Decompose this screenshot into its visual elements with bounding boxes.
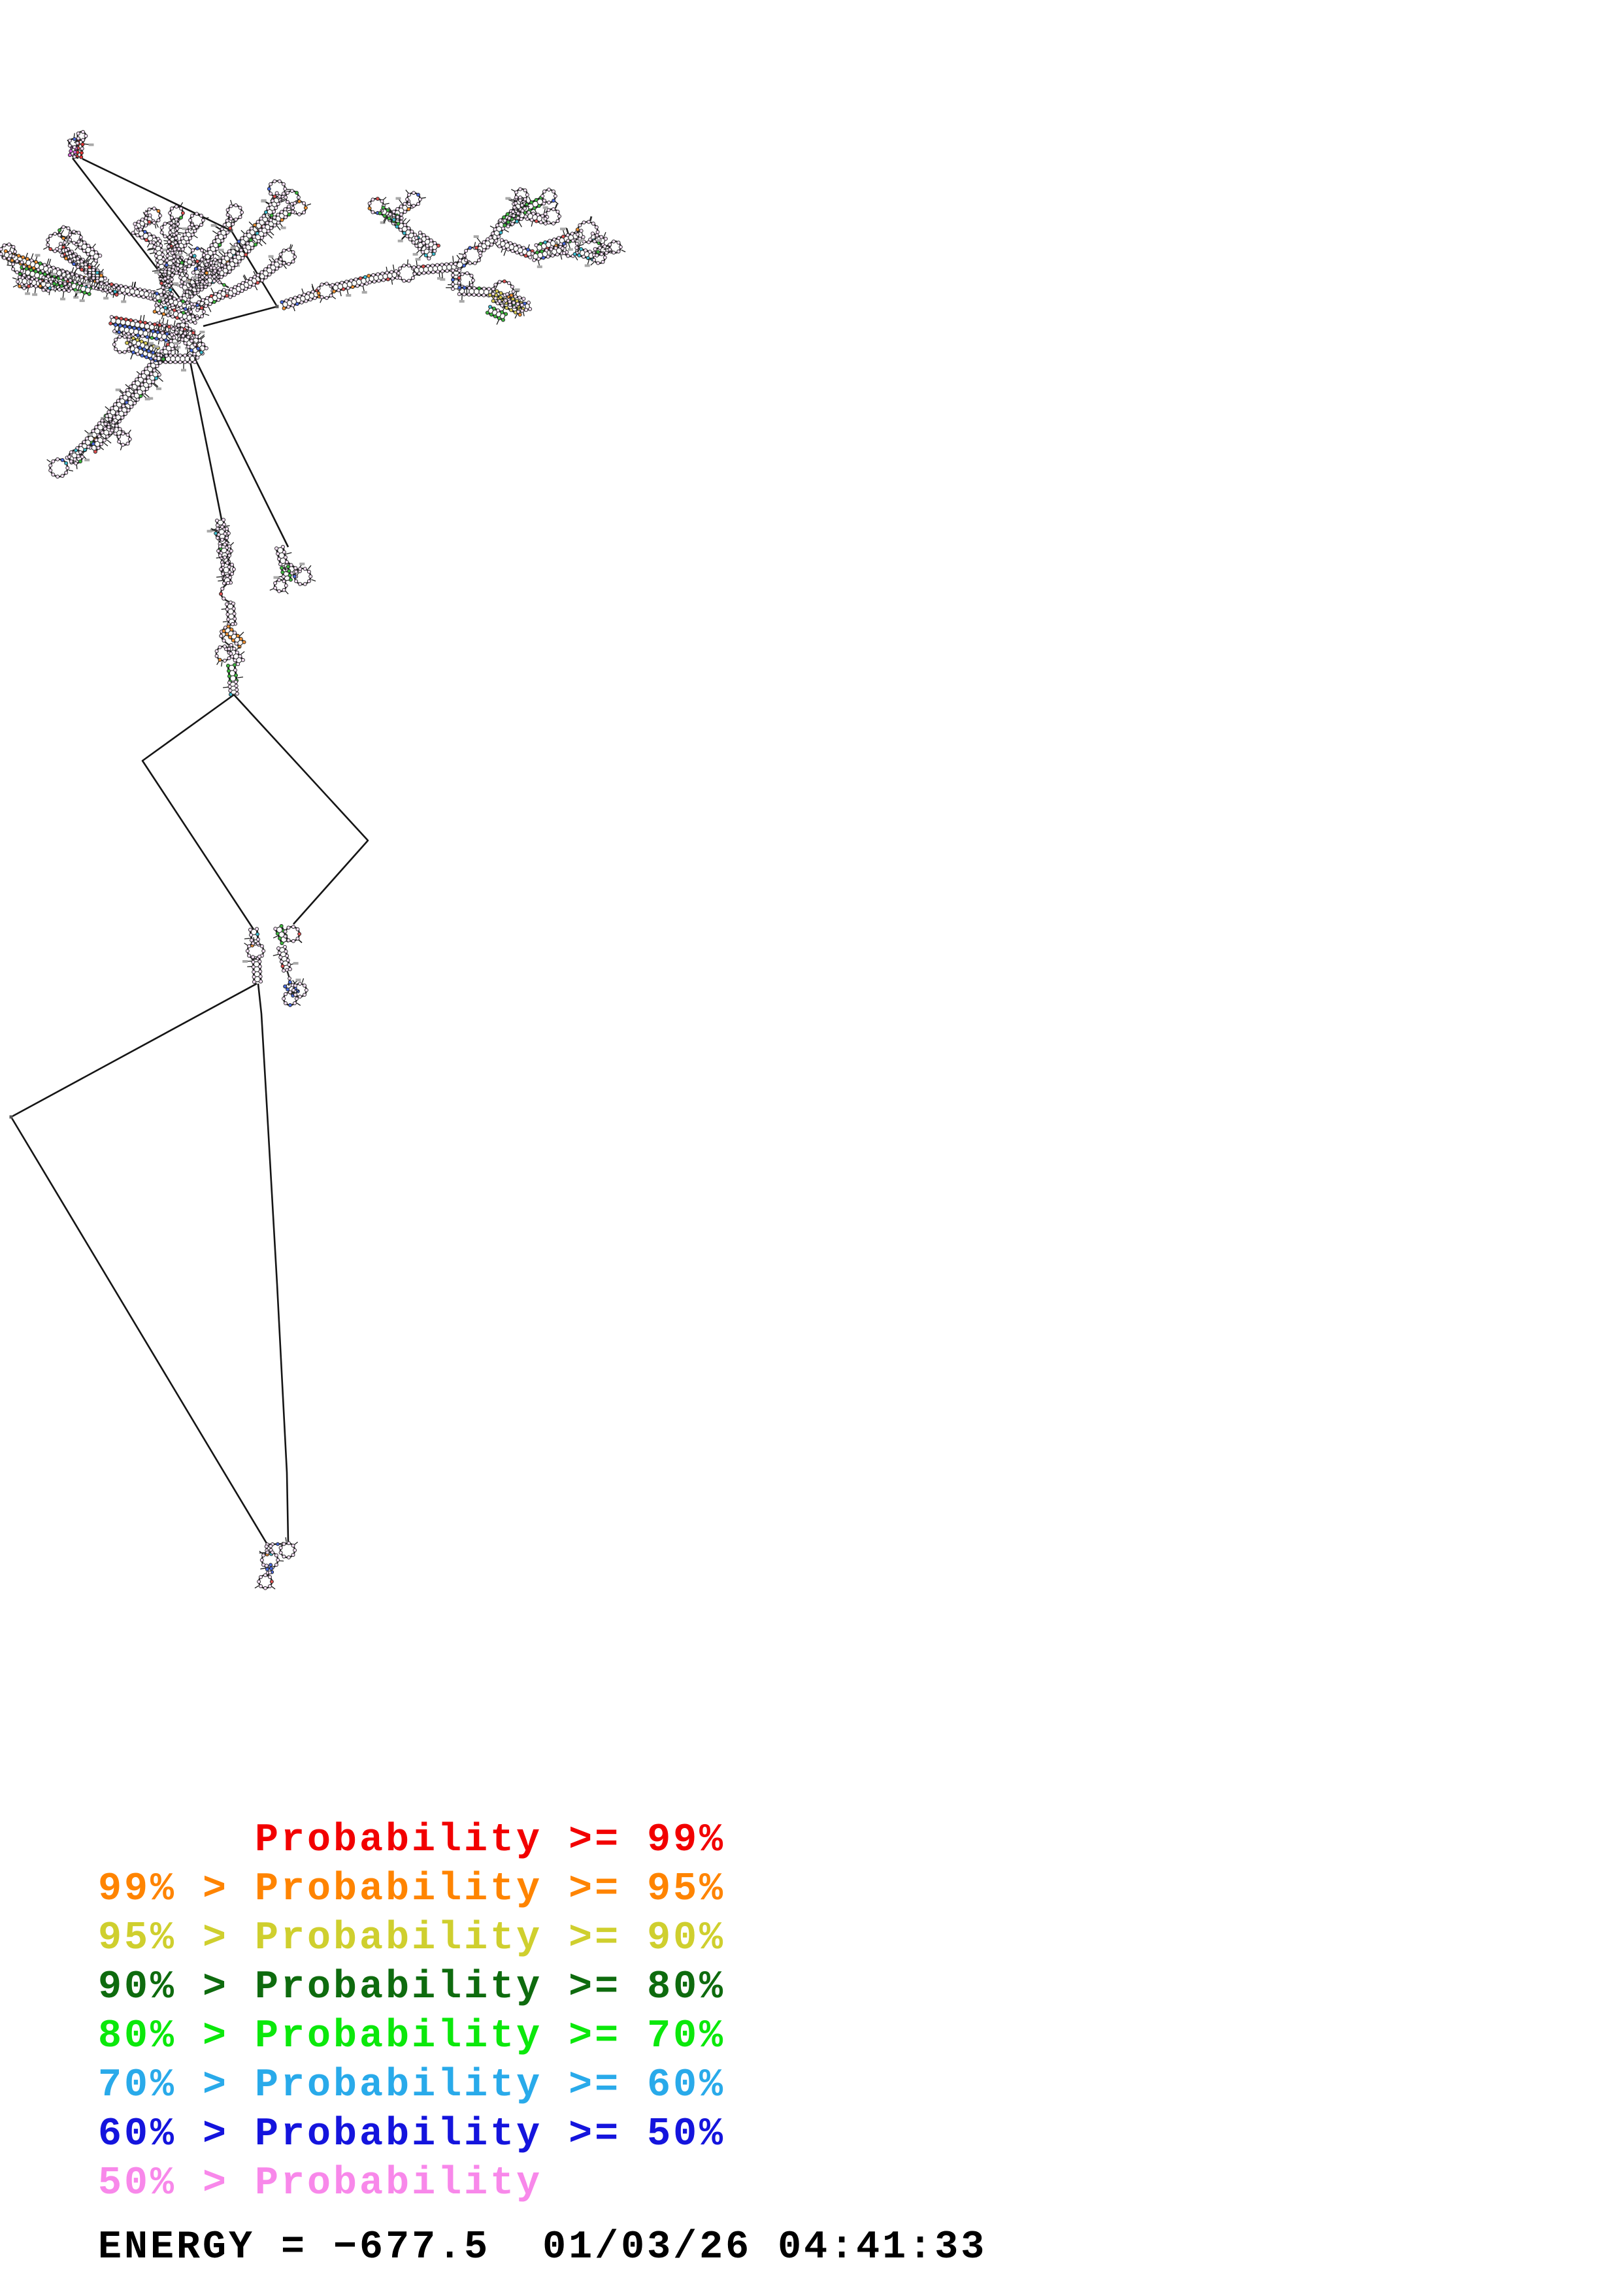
svg-text:Probability >= 99%: Probability >= 99% (255, 1818, 725, 1863)
svg-text:50% > Probability: 50% > Probability (98, 2161, 542, 2206)
svg-text:80% > Probability >= 70%: 80% > Probability >= 70% (98, 2014, 725, 2059)
svg-text:60% > Probability >= 50%: 60% > Probability >= 50% (98, 2112, 725, 2157)
svg-text:70% > Probability >= 60%: 70% > Probability >= 60% (98, 2063, 725, 2108)
svg-text:95% > Probability >= 90%: 95% > Probability >= 90% (98, 1916, 725, 1961)
svg-text:90% > Probability >= 80%: 90% > Probability >= 80% (98, 1965, 725, 2010)
svg-text:ENERGY = −677.5 01/03/26 04:4: ENERGY = −677.5 01/03/26 04:41:33 (98, 2225, 987, 2270)
svg-text:99% > Probability >= 95%: 99% > Probability >= 95% (98, 1867, 725, 1912)
